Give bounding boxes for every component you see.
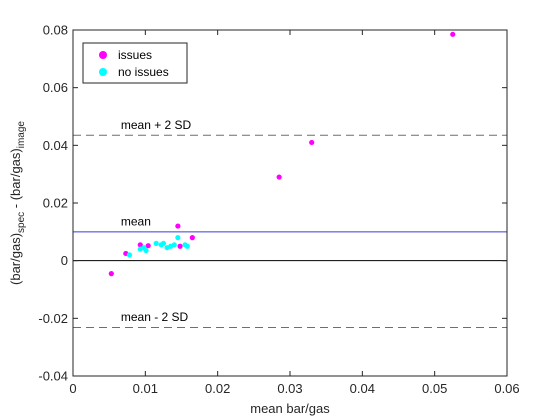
data-point-issues bbox=[175, 223, 181, 229]
data-points bbox=[108, 31, 456, 277]
data-point-issues bbox=[450, 31, 456, 37]
legend-marker-issues bbox=[99, 51, 107, 59]
legend-marker-no-issues bbox=[99, 68, 107, 76]
data-point-issues bbox=[276, 174, 282, 180]
data-point-no-issues bbox=[143, 247, 149, 254]
x-tick-label: 0.05 bbox=[422, 381, 447, 396]
data-point-issues bbox=[177, 243, 183, 249]
y-tick-label: 0.04 bbox=[43, 138, 68, 153]
data-point-issues bbox=[309, 139, 315, 146]
reference-lines bbox=[73, 134, 507, 329]
x-tick-label: 0.01 bbox=[133, 381, 158, 396]
x-tick-label: 0 bbox=[69, 381, 76, 396]
x-axis-label: mean bar/gas bbox=[250, 401, 330, 416]
y-tick-label: 0 bbox=[61, 253, 68, 268]
data-point-no-issues bbox=[160, 240, 167, 246]
legend-label-issues: issues bbox=[118, 48, 152, 62]
y-axis-ticks: -0.04 -0.02 0 0.02 0.04 0.06 0.08 bbox=[38, 23, 507, 384]
x-tick-label: 0.04 bbox=[350, 381, 375, 396]
y-axis-label: (bar/gas)spec - (bar/gas)image bbox=[8, 121, 27, 285]
data-point-no-issues bbox=[171, 242, 177, 248]
x-axis-ticks: 0 0.01 0.02 0.03 0.04 0.05 0.06 bbox=[69, 30, 520, 396]
x-tick-label: 0.02 bbox=[205, 381, 230, 396]
y-axis-label-mid: - (bar/gas) bbox=[8, 148, 23, 212]
annotations: mean + 2 SD mean mean - 2 SD bbox=[121, 118, 192, 324]
data-point-issues bbox=[137, 242, 143, 248]
y-axis-label-base: (bar/gas) bbox=[8, 233, 23, 285]
annotation-label: mean bbox=[121, 215, 151, 229]
x-tick-label: 0.03 bbox=[277, 381, 302, 396]
data-point-no-issues bbox=[153, 240, 159, 246]
y-tick-label: 0.08 bbox=[43, 23, 68, 38]
legend: issues no issues bbox=[82, 42, 188, 84]
y-tick-label: 0.06 bbox=[43, 80, 68, 95]
data-point-issues bbox=[108, 271, 114, 277]
y-tick-label: -0.02 bbox=[38, 311, 68, 326]
annotation-label: mean - 2 SD bbox=[121, 310, 189, 324]
y-axis-label-sub1: spec bbox=[16, 212, 27, 233]
legend-label-no-issues: no issues bbox=[118, 65, 169, 79]
y-tick-label: -0.04 bbox=[38, 369, 68, 384]
y-tick-label: 0.02 bbox=[43, 196, 68, 211]
data-point-no-issues bbox=[184, 243, 190, 249]
annotation-label: mean + 2 SD bbox=[121, 118, 192, 132]
x-tick-label: 0.06 bbox=[494, 381, 519, 396]
legend-box bbox=[82, 42, 188, 84]
data-point-no-issues bbox=[175, 235, 181, 241]
data-point-issues bbox=[145, 243, 151, 249]
data-point-no-issues bbox=[126, 252, 133, 258]
data-point-issues bbox=[189, 235, 195, 241]
y-axis-label-sub2: image bbox=[16, 121, 27, 149]
